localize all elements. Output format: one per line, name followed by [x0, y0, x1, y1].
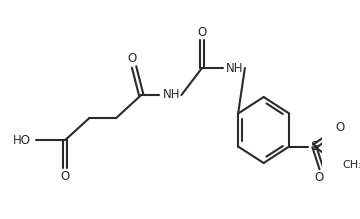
Text: HO: HO: [13, 134, 31, 147]
Text: CH₃: CH₃: [342, 161, 360, 171]
Text: NH: NH: [226, 62, 244, 74]
Text: S: S: [310, 140, 318, 153]
Text: O: O: [60, 170, 70, 182]
Text: NH: NH: [163, 88, 180, 101]
Text: O: O: [128, 53, 137, 65]
Text: O: O: [336, 121, 345, 134]
Text: O: O: [314, 171, 323, 184]
Text: O: O: [197, 25, 207, 39]
